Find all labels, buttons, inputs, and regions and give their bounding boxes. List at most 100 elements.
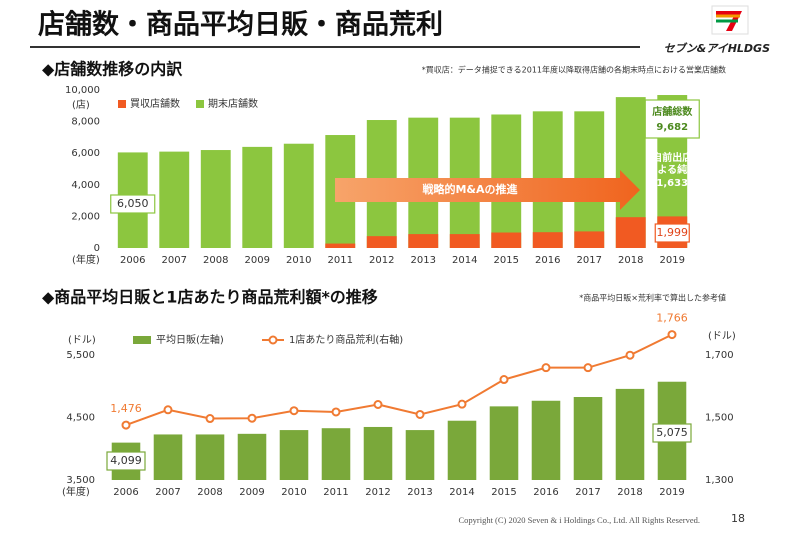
label-box [110,194,156,214]
y-unit: (店) [72,98,90,111]
legend-swatch [268,335,278,345]
section-title: ◆商品平均日販と1店あたり商品荒利額*の推移 [42,288,378,307]
bar [325,243,356,248]
annotation: による純増 [647,163,697,176]
x-tick-label: 2006 [120,255,145,266]
value-label: 4,099 [110,454,142,467]
line-point [373,399,383,409]
line-point [205,414,215,424]
bar [489,406,519,480]
bar [279,430,309,480]
bar [242,146,273,248]
x-tick-label: 2006 [113,487,138,498]
x-tick-label: 2014 [449,487,474,498]
x-tick-label: 2007 [162,255,187,266]
x-unit: (年度) [62,485,90,498]
line [125,333,673,427]
x-tick-label: 2017 [577,255,602,266]
copyright: Copyright (C) 2020 Seven & i Holdings Co… [458,515,700,525]
note: *商品平均日販×荒利率で算出した参考値 [579,293,726,303]
y-tick-label: 6,000 [71,148,100,159]
y-tick-label: 10,000 [65,85,100,96]
x-tick-label: 2013 [407,487,432,498]
bar [447,420,477,480]
x-tick-label: 2018 [617,487,642,498]
x-tick-label: 2014 [452,255,477,266]
x-tick-label: 2015 [491,487,516,498]
x-tick-label: 2019 [660,255,685,266]
y2-unit: (ドル) [708,331,736,342]
bar [366,236,397,248]
x-tick-label: 2011 [323,487,348,498]
bar [159,151,190,248]
bar [195,434,225,480]
line-point [415,409,425,419]
legend-swatch [133,336,151,344]
bar [405,430,435,480]
section-title: ◆店舗数推移の内訳 [42,60,183,79]
arrow [335,170,640,210]
bar [491,232,522,248]
y2-tick-label: 1,500 [705,413,734,424]
label-box [644,99,700,139]
line-point [121,420,131,430]
annotation: 自前出店 [652,151,692,164]
bar [153,434,183,480]
legend-label: 1店あたり商品荒利(右軸) [289,333,403,346]
bar [615,217,646,248]
bar [449,234,480,248]
x-tick-label: 2011 [328,255,353,266]
annotation: 店舗総数 [652,105,693,118]
x-tick-label: 2016 [533,487,558,498]
y-tick-label: 5,500 [66,350,95,361]
x-tick-label: 2012 [369,255,394,266]
line-point [625,350,635,360]
y-tick-label: 2,000 [71,211,100,222]
bar [574,231,605,248]
bar [615,388,645,480]
x-tick-label: 2008 [203,255,228,266]
x-tick-label: 2009 [239,487,264,498]
note: *買収店：データ捕捉できる2011年度以降取得店舗の各期末時点における営業店舗数 [422,65,726,75]
value-label: 1,476 [110,402,142,415]
y-tick-label: 3,500 [66,475,95,486]
line-point [667,330,677,340]
x-tick-label: 2016 [535,255,560,266]
legend-label: 期末店舗数 [208,97,258,110]
x-tick-label: 2009 [245,255,270,266]
line-point [541,363,551,373]
legend-swatch [196,100,204,108]
x-tick-label: 2008 [197,487,222,498]
x-tick-label: 2012 [365,487,390,498]
line-point [499,375,509,385]
value-label: 6,050 [117,197,149,210]
x-tick-label: 2013 [411,255,436,266]
label-box [654,223,690,243]
legend-label: 平均日販(左軸) [156,333,224,346]
legend-label: 買収店舗数 [130,97,180,110]
bar [531,400,561,480]
line-point [289,406,299,416]
x-tick-label: 2018 [618,255,643,266]
label-box [652,423,692,443]
bar [408,234,439,248]
logo-text: セブン&アイHLDGS [664,42,770,55]
line-point [247,413,257,423]
x-unit: (年度) [72,253,100,266]
value-label: 1,766 [656,312,688,325]
x-tick-label: 2010 [281,487,306,498]
line-point [331,407,341,417]
x-tick-label: 2010 [286,255,311,266]
bar [200,150,231,248]
y-tick-label: 8,000 [71,117,100,128]
line-point [583,363,593,373]
x-tick-label: 2007 [155,487,180,498]
y-tick-label: 0 [94,243,100,254]
bar [321,428,351,480]
bar [573,397,603,480]
label-box [106,451,146,471]
y-tick-label: 4,500 [66,413,95,424]
bar [363,426,393,480]
line-point [457,399,467,409]
